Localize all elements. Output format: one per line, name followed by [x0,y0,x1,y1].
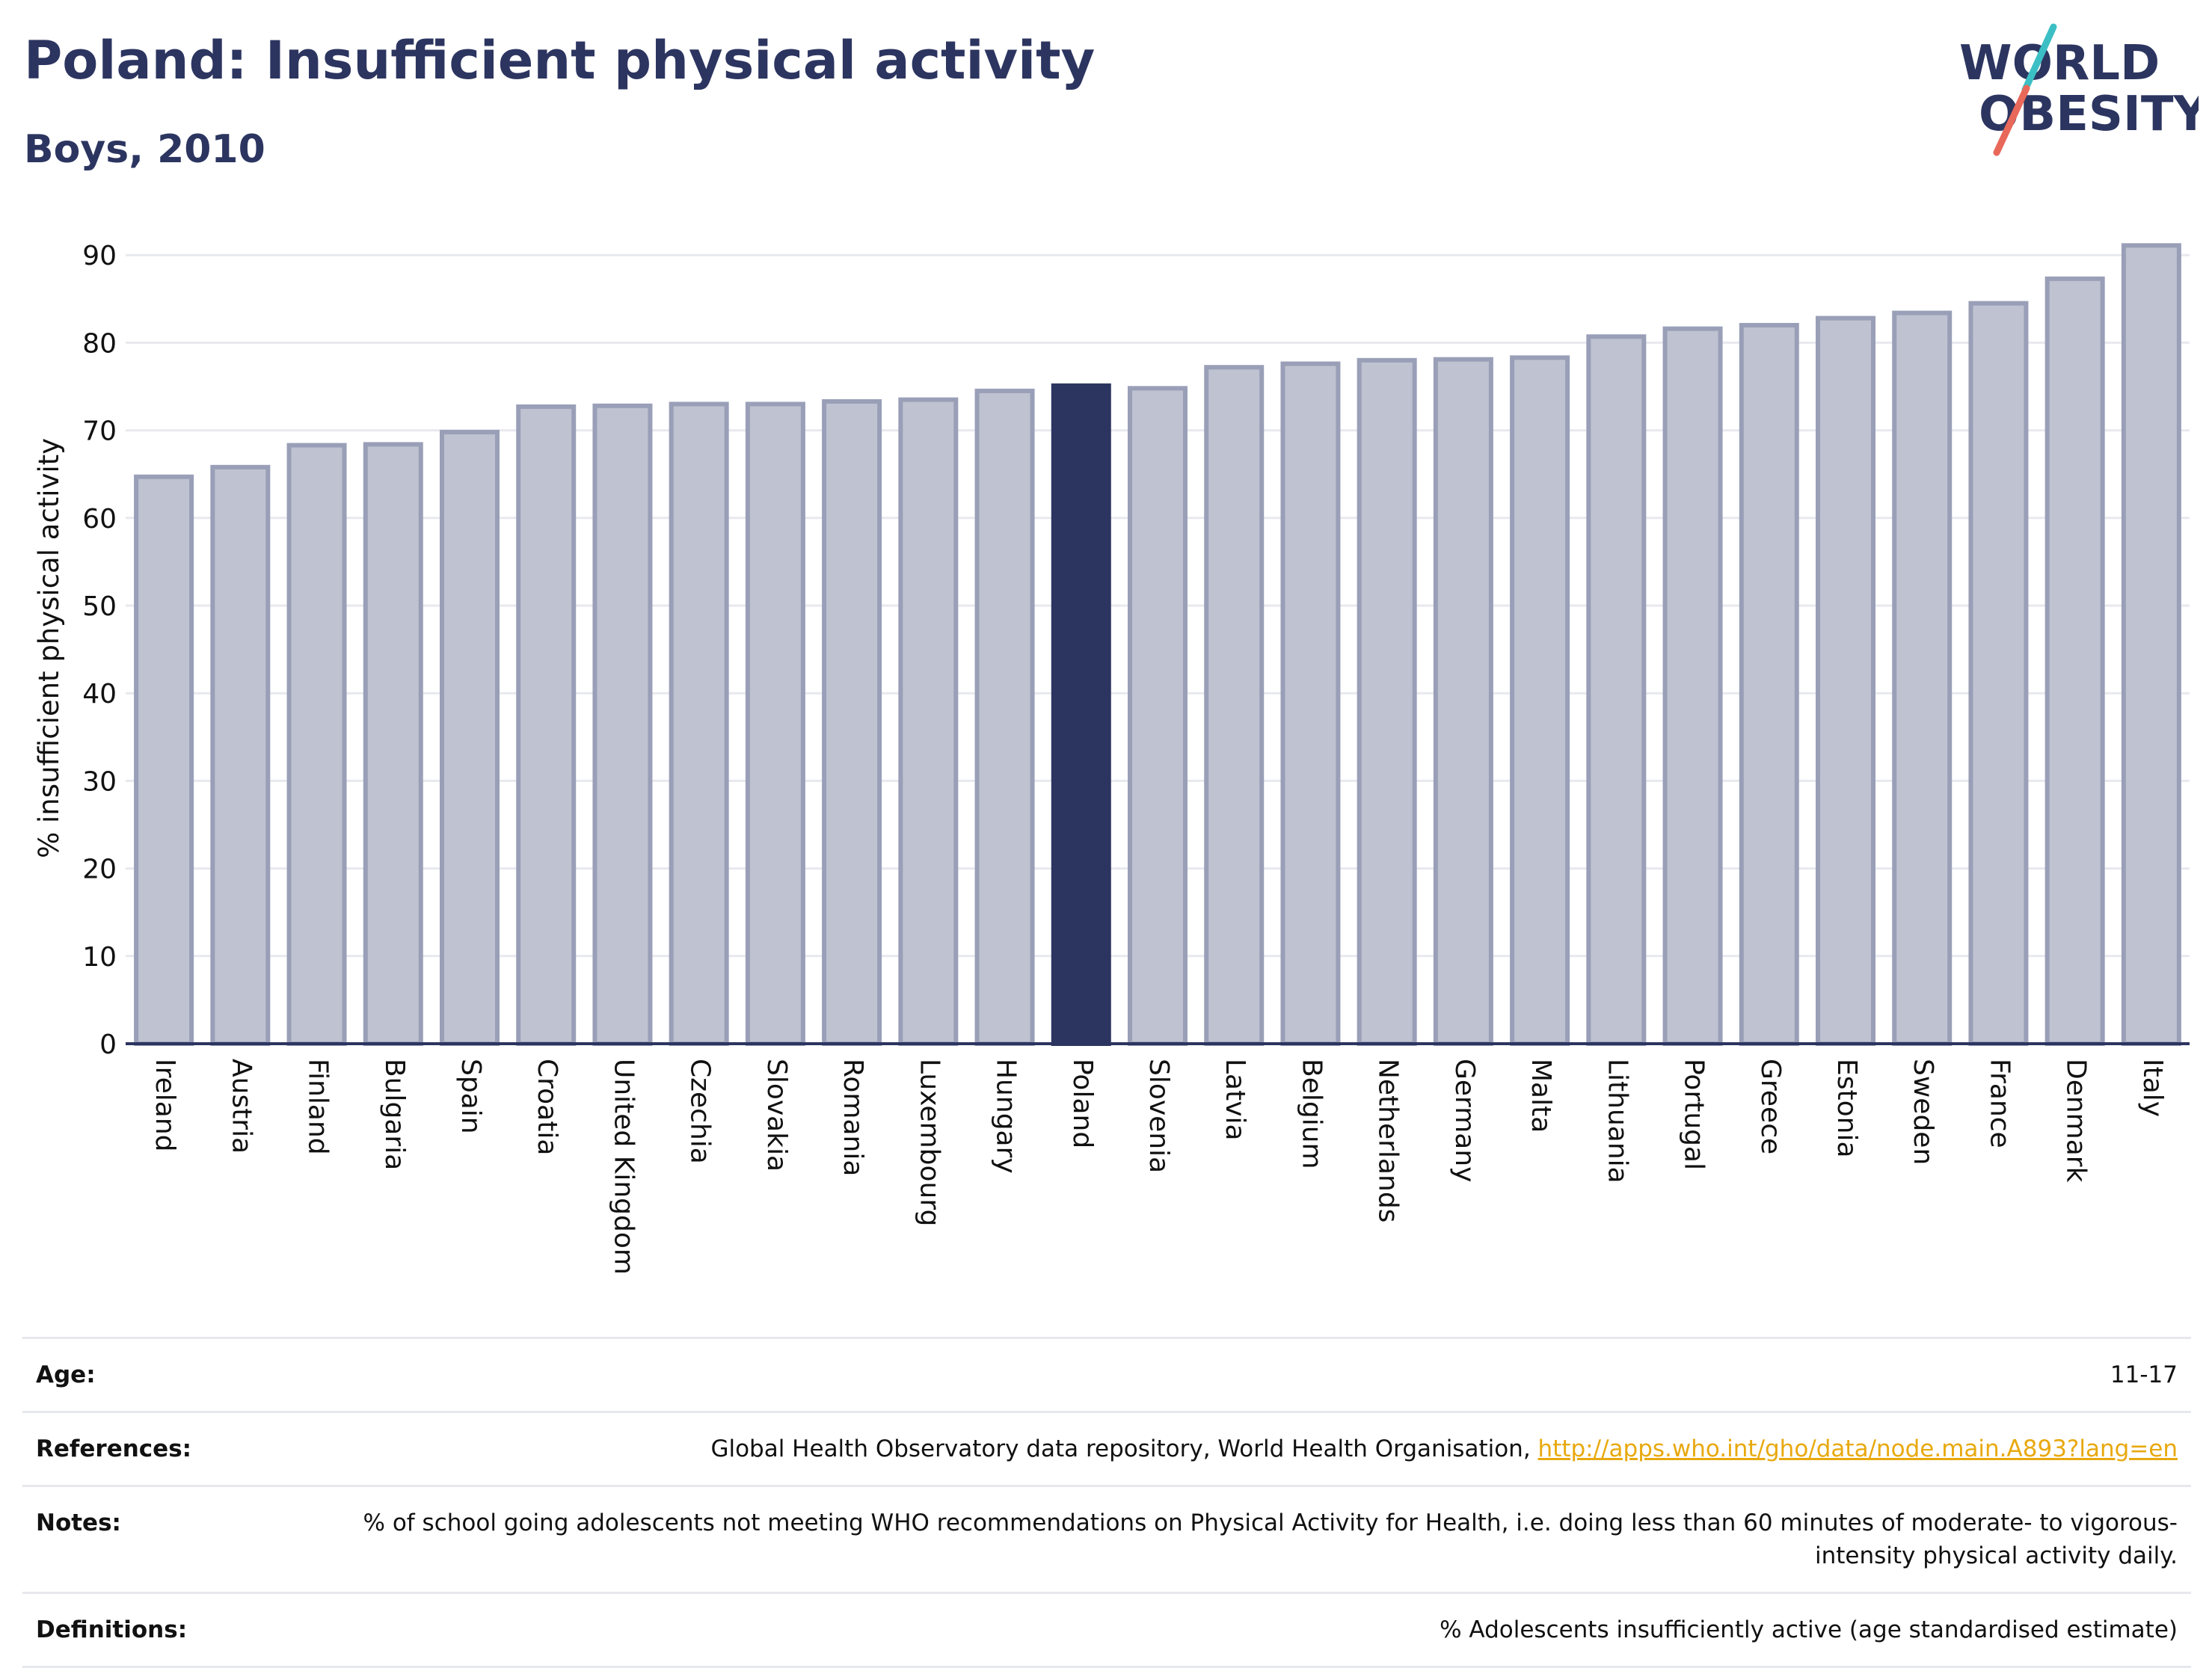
bar-italy[interactable] [2121,243,2181,1047]
logo-slash-red [1993,84,2030,156]
bar-lithuania[interactable] [1586,334,1647,1047]
x-tick-label: Netherlands [1373,1059,1404,1222]
y-tick-label: 60 [82,504,117,535]
bar-austria[interactable] [210,464,271,1047]
y-tick-label: 50 [82,591,117,622]
bar-united-kingdom[interactable] [592,403,653,1046]
x-tick-label: Estonia [1831,1059,1862,1158]
x-tick-label: Czechia [685,1059,716,1164]
y-tick-label: 70 [82,416,117,447]
logo-text-world: WORLD [1959,36,2160,91]
bar-malta[interactable] [1510,355,1570,1047]
info-label: Definitions: [22,1592,334,1668]
bar-germany[interactable] [1433,357,1493,1046]
bar-netherlands[interactable] [1357,357,1417,1046]
bar-chart: 0 10 20 30 40 50 60 70 80 90 Ireland Austria Finland… [33,241,2190,1275]
bar-hungary[interactable] [974,388,1035,1047]
chart-subtitle: Boys, 2010 [24,127,265,172]
bar-denmark[interactable] [2044,276,2105,1047]
x-tick-label: Luxembourg [914,1059,944,1226]
bar-luxembourg[interactable] [898,397,959,1046]
bar-france[interactable] [1968,301,2029,1047]
world-obesity-logo: WORLD OBESITY [1959,23,2199,156]
info-row-references: References: Global Health Observatory da… [22,1411,2191,1486]
x-tick-label: Slovenia [1143,1059,1174,1173]
bar-ireland[interactable] [134,474,194,1046]
info-value: % Adolescents insufficiently active (age… [334,1592,2191,1668]
x-tick-label: Hungary [991,1059,1021,1174]
x-tick-label: Belgium [1296,1059,1327,1169]
info-row-notes: Notes: % of school going adolescents not… [22,1485,2191,1593]
x-tick-label: France [1984,1059,2015,1148]
x-tick-label: Croatia [532,1059,562,1155]
bar-belgium[interactable] [1280,361,1341,1046]
info-row-age: Age: 11-17 [22,1337,2191,1412]
y-tick-label: 20 [82,855,117,885]
y-tick-label: 90 [82,241,117,271]
y-axis-label: % insufficient physical activity [33,438,65,858]
bars [134,243,2181,1047]
x-tick-label: Italy [2137,1059,2168,1117]
y-tick-label: 40 [82,679,117,710]
logo-slash-teal [2021,23,2057,93]
bar-bulgaria[interactable] [363,442,423,1046]
references-link[interactable]: http://apps.who.int/gho/data/node.main.A… [1537,1435,2178,1462]
y-tick-label: 80 [82,328,117,359]
x-tick-label: Sweden [1908,1059,1938,1165]
bar-slovakia[interactable] [745,401,805,1046]
info-table: Age: 11-17 References: Global Health Obs… [22,1337,2191,1668]
info-label: Age: [22,1337,334,1412]
references-text: Global Health Observatory data repositor… [710,1435,1538,1462]
y-tick-label: 10 [82,942,117,973]
info-value: % of school going adolescents not meetin… [334,1485,2191,1593]
x-tick-label: Austria [226,1059,256,1154]
x-tick-label: Malta [1526,1059,1556,1133]
info-value: 11-17 [334,1337,2191,1412]
bar-sweden[interactable] [1892,310,1953,1046]
bar-spain[interactable] [440,429,500,1047]
x-tick-label: Ireland [150,1059,180,1152]
y-tick-label: 0 [99,1030,117,1060]
bar-romania[interactable] [822,398,882,1046]
x-tick-label: Slovakia [761,1059,792,1172]
bar-portugal[interactable] [1662,326,1723,1046]
bar-croatia[interactable] [516,404,577,1046]
chart-title: Poland: Insufficient physical activity [24,30,1096,91]
axes: 0 10 20 30 40 50 60 70 80 90 Ireland Austria Finland… [82,241,2190,1275]
x-tick-label: Romania [838,1059,868,1176]
x-tick-label: Latvia [1220,1059,1250,1141]
x-tick-label: Poland [1067,1059,1098,1148]
info-row-definitions: Definitions: % Adolescents insufficientl… [22,1592,2191,1668]
info-value-cell: Global Health Observatory data repositor… [334,1411,2191,1486]
bar-estonia[interactable] [1816,316,1875,1047]
bar-poland[interactable] [1051,383,1111,1046]
info-label: References: [22,1411,334,1486]
y-tick-label: 30 [82,766,117,797]
x-tick-label: United Kingdom [608,1059,639,1275]
bar-slovenia[interactable] [1128,386,1188,1046]
x-tick-label: Portugal [1679,1059,1709,1170]
x-tick-label: Finland [303,1059,334,1155]
info-label: Notes: [22,1485,334,1593]
x-tick-label: Greece [1755,1059,1786,1154]
bar-latvia[interactable] [1204,365,1265,1046]
x-tick-label: Bulgaria [379,1059,410,1170]
x-tick-label: Denmark [2061,1059,2092,1183]
x-tick-label: Lithuania [1602,1059,1632,1184]
x-tick-label: Spain [455,1059,486,1134]
bar-finland[interactable] [286,443,347,1046]
bar-greece[interactable] [1739,322,1799,1046]
bar-czechia[interactable] [669,401,729,1046]
x-tick-label: Germany [1449,1059,1480,1182]
